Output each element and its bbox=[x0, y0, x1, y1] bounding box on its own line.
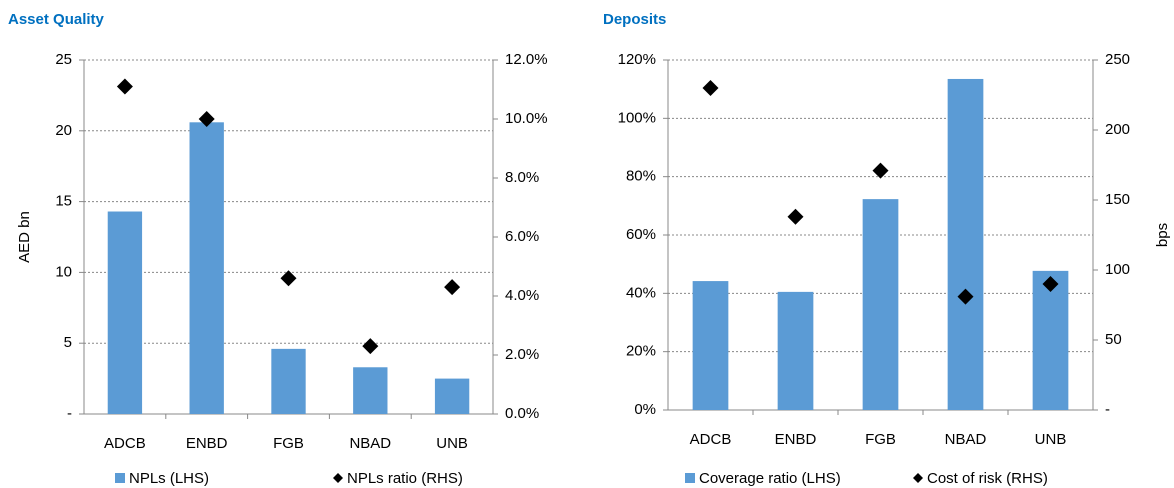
legend-marker bbox=[333, 473, 343, 483]
legend-label: Cost of risk (RHS) bbox=[927, 470, 1048, 487]
legend-label: NPLs ratio (RHS) bbox=[347, 470, 463, 487]
y-axis-label: AED bn bbox=[16, 211, 33, 263]
x-tick-label: ADCB bbox=[690, 431, 732, 448]
y-tick-label: 25 bbox=[55, 51, 72, 68]
y-tick-label: 20 bbox=[55, 122, 72, 139]
x-tick-label: FGB bbox=[865, 431, 896, 448]
legend-marker bbox=[685, 473, 695, 483]
y2-tick-label: 100 bbox=[1105, 261, 1130, 278]
bar bbox=[777, 291, 814, 410]
x-tick-label: UNB bbox=[1035, 431, 1067, 448]
legend-marker bbox=[115, 473, 125, 483]
marker bbox=[116, 78, 133, 95]
bar bbox=[189, 122, 224, 414]
marker bbox=[702, 80, 719, 96]
y-tick-label: 10 bbox=[55, 263, 72, 280]
bar bbox=[271, 348, 306, 414]
x-tick-label: NBAD bbox=[349, 435, 391, 452]
y2-tick-label: 0.0% bbox=[505, 405, 539, 422]
marker bbox=[280, 270, 297, 287]
y-tick-label: 60% bbox=[626, 226, 656, 243]
bar bbox=[353, 367, 388, 414]
x-tick-label: ADCB bbox=[104, 435, 146, 452]
marker bbox=[872, 162, 889, 179]
chart-title: Deposits bbox=[603, 11, 666, 28]
y2-axis-label: bps bbox=[1154, 223, 1171, 247]
y-tick-label: 100% bbox=[618, 109, 656, 126]
y-tick-label: - bbox=[67, 405, 72, 422]
bar bbox=[1032, 270, 1069, 410]
y2-tick-label: 6.0% bbox=[505, 228, 539, 245]
y-tick-label: 20% bbox=[626, 343, 656, 360]
x-tick-label: ENBD bbox=[186, 435, 228, 452]
marker bbox=[787, 208, 804, 225]
marker bbox=[957, 288, 974, 305]
x-tick-label: UNB bbox=[436, 435, 468, 452]
legend-label: Coverage ratio (LHS) bbox=[699, 470, 841, 487]
y2-tick-label: 250 bbox=[1105, 51, 1130, 68]
legend-marker bbox=[913, 473, 923, 483]
marker bbox=[198, 111, 215, 127]
chart-title: Asset Quality bbox=[8, 11, 105, 28]
y2-tick-label: - bbox=[1105, 401, 1110, 418]
marker bbox=[362, 338, 379, 355]
x-tick-label: NBAD bbox=[945, 431, 987, 448]
bar bbox=[947, 78, 984, 410]
y2-tick-label: 8.0% bbox=[505, 169, 539, 186]
y-tick-label: 5 bbox=[64, 334, 72, 351]
y2-tick-label: 12.0% bbox=[505, 51, 548, 68]
y-tick-label: 120% bbox=[618, 51, 656, 68]
marker bbox=[444, 279, 461, 296]
bar bbox=[107, 211, 143, 414]
legend-label: NPLs (LHS) bbox=[129, 470, 209, 487]
y2-tick-label: 150 bbox=[1105, 191, 1130, 208]
y2-tick-label: 200 bbox=[1105, 121, 1130, 138]
marker bbox=[1042, 276, 1059, 292]
y2-tick-label: 4.0% bbox=[505, 287, 539, 304]
y-tick-label: 0% bbox=[634, 401, 656, 418]
y-tick-label: 80% bbox=[626, 168, 656, 185]
y2-tick-label: 2.0% bbox=[505, 346, 539, 363]
y2-tick-label: 50 bbox=[1105, 331, 1122, 348]
x-tick-label: FGB bbox=[273, 435, 304, 452]
bar bbox=[862, 199, 899, 410]
bar bbox=[692, 281, 729, 410]
y2-tick-label: 10.0% bbox=[505, 110, 548, 127]
x-tick-label: ENBD bbox=[775, 431, 817, 448]
y-tick-label: 40% bbox=[626, 284, 656, 301]
y-tick-label: 15 bbox=[55, 193, 72, 210]
bar bbox=[434, 378, 470, 414]
